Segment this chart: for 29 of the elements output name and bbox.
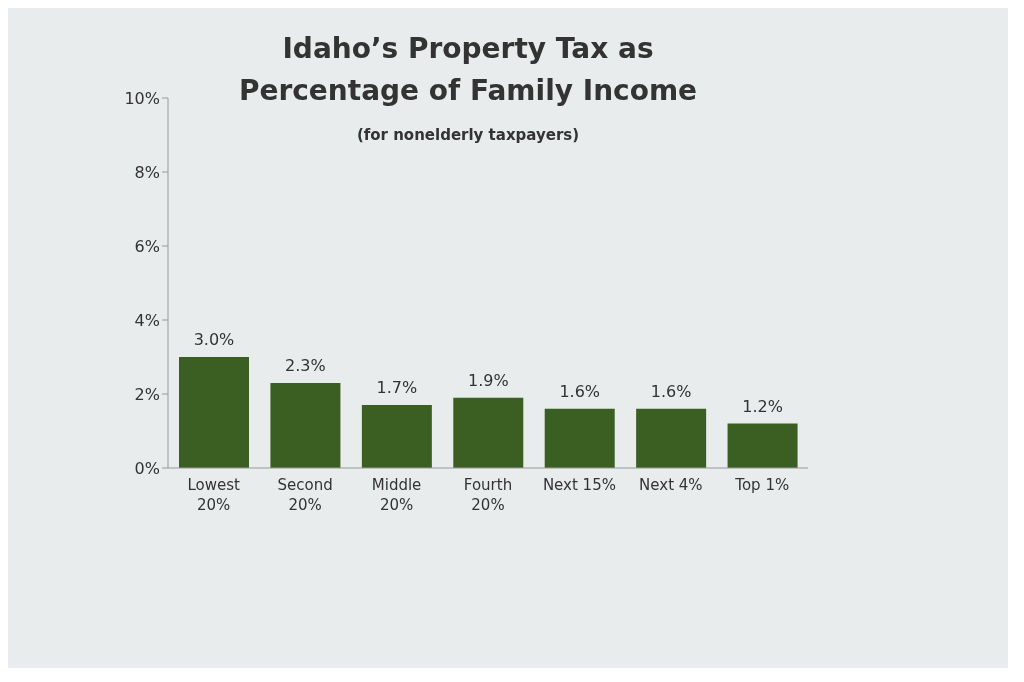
bar xyxy=(544,408,615,468)
x-tick-label: Lowest 20% xyxy=(187,476,241,514)
data-label: 1.9% xyxy=(467,370,509,390)
data-label: 1.6% xyxy=(650,381,692,401)
y-tick-label: 4% xyxy=(134,310,160,330)
data-label: 3.0% xyxy=(193,330,235,349)
y-tick-label: 10% xyxy=(124,88,160,108)
data-label: 1.7% xyxy=(376,378,418,398)
bar xyxy=(453,397,524,468)
x-tick-label: Second 20% xyxy=(277,476,333,514)
data-label: 1.6% xyxy=(559,381,601,401)
y-tick-label: 8% xyxy=(134,162,160,182)
x-tick-label: Middle 20% xyxy=(371,476,422,514)
bar xyxy=(361,405,432,468)
bar xyxy=(727,423,798,468)
data-label: 1.2% xyxy=(742,396,783,416)
chart-title: Idaho’s Property Tax as Percentage of Family Income xyxy=(238,31,698,109)
bar xyxy=(270,382,341,468)
x-tick-label: Top 1% xyxy=(734,476,790,494)
bar xyxy=(179,357,249,468)
y-tick-label: 6% xyxy=(134,236,160,256)
text: (for nonelderly taxpayers) xyxy=(355,126,581,144)
y-tick-label: 0% xyxy=(134,458,160,478)
x-tick-label: Next 4% xyxy=(639,476,703,494)
data-label: 2.3% xyxy=(285,355,326,375)
x-tick-label: Next 15% xyxy=(542,476,616,494)
x-tick-label: Fourth 20% xyxy=(463,476,513,514)
bar xyxy=(636,408,707,468)
y-tick-label: 2% xyxy=(134,384,160,404)
